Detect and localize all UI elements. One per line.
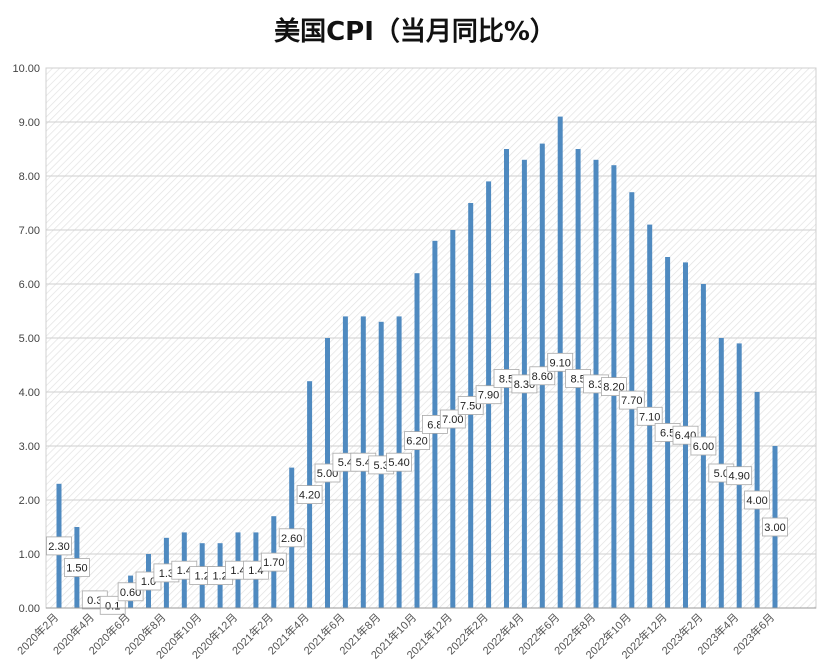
- data-label-text: 5.3: [374, 460, 389, 472]
- data-label: 6.20: [404, 431, 430, 451]
- data-label-box: [636, 406, 663, 426]
- y-tick-label: 6.00: [19, 279, 40, 291]
- data-label-text: 3.00: [764, 522, 785, 534]
- data-labels: 2.301.500.3 0.10.601.01.3 1.4 1.2 1.2 1.4 1.41…: [46, 352, 788, 615]
- y-tick-label: 3.00: [19, 441, 40, 453]
- data-label-text: 2.30: [48, 541, 69, 553]
- data-label: 7.10: [636, 406, 663, 426]
- data-label-text: 8.5: [570, 374, 585, 386]
- data-label-text: 8.5: [499, 374, 514, 386]
- data-label: 4.20: [296, 485, 323, 505]
- data-label: 4.00: [744, 490, 770, 510]
- data-label: 6.00: [690, 436, 717, 456]
- data-label-text: 5.0: [714, 468, 729, 480]
- y-tick-label: 9.00: [19, 117, 40, 129]
- y-tick-label: 10.00: [12, 63, 40, 75]
- data-label-text: 7.00: [442, 414, 463, 426]
- data-label: 1.50: [64, 558, 90, 577]
- x-axis: 2020年2月2020年4月2020年6月2020年8月2020年10月2020…: [14, 607, 816, 662]
- data-label-box: [386, 452, 413, 472]
- data-label-text: 0.1: [105, 600, 120, 612]
- data-label-text: 6.5: [660, 428, 675, 440]
- y-axis: 0.00 1.00 2.00 3.00 4.00 5.00 6.00 7.00 8.00 9.00…: [12, 63, 40, 615]
- data-label: 7.70: [618, 390, 645, 410]
- data-label-text: 1.70: [263, 557, 284, 569]
- data-label-box: [46, 536, 72, 556]
- data-label: 4.90: [726, 466, 753, 486]
- y-tick-label: 8.00: [19, 171, 40, 183]
- data-label-text: 8.60: [532, 371, 553, 383]
- data-label-text: 1.50: [66, 563, 87, 575]
- data-label-box: [744, 490, 770, 510]
- data-label-text: 5.4: [338, 457, 353, 469]
- y-tick-label: 0.00: [19, 603, 40, 615]
- data-label-text: 1.4: [230, 565, 245, 577]
- data-label-text: 5.40: [388, 457, 409, 469]
- data-label-text: 6.20: [406, 436, 427, 448]
- data-label-text: 7.10: [639, 411, 660, 423]
- chart-title: 美国CPI（当月同比%）: [274, 16, 556, 47]
- data-label-text: 6.00: [693, 441, 714, 453]
- data-label-box: [475, 385, 502, 405]
- data-label-text: 1.0: [141, 576, 156, 588]
- y-tick-label: 7.00: [19, 225, 40, 237]
- data-label: 3.00: [762, 517, 788, 537]
- data-label: 2.60: [278, 528, 305, 548]
- data-label-box: [296, 485, 323, 505]
- data-label-text: 4.00: [746, 495, 767, 507]
- data-label-text: 1.4: [177, 565, 192, 577]
- data-label: 2.30: [46, 536, 72, 556]
- y-tick-label: 5.00: [19, 333, 40, 345]
- data-label-text: 1.4: [248, 565, 263, 577]
- data-label-text: 2.60: [281, 533, 302, 545]
- data-label-text: 7.90: [478, 390, 499, 402]
- data-label-text: 6.8: [427, 419, 442, 431]
- data-label-text: 1.3: [159, 568, 174, 580]
- data-label-text: 8.3: [588, 379, 603, 391]
- data-label-text: 1.2: [195, 571, 210, 583]
- data-label: 1.70: [260, 552, 287, 572]
- data-label-box: [260, 552, 287, 572]
- data-label-box: [547, 352, 574, 372]
- data-label-text: 0.3: [87, 595, 102, 607]
- data-label-text: 4.90: [728, 471, 749, 483]
- data-label-text: 9.10: [549, 357, 570, 369]
- data-label-box: [690, 436, 717, 456]
- data-label-text: 8.20: [603, 382, 624, 394]
- data-label-text: 7.70: [621, 395, 642, 407]
- data-label-box: [726, 466, 753, 486]
- data-label: 9.10: [547, 352, 574, 372]
- data-label-box: [64, 558, 90, 577]
- y-tick-label: 2.00: [19, 495, 40, 507]
- y-tick-label: 1.00: [19, 549, 40, 561]
- data-label-box: [762, 517, 788, 537]
- data-label-box: [618, 390, 645, 410]
- y-tick-label: 4.00: [19, 387, 40, 399]
- data-label-text: 5.4: [356, 457, 371, 469]
- data-label-text: 4.20: [299, 490, 320, 502]
- data-label: 5.40: [386, 452, 413, 472]
- data-label-box: [404, 431, 430, 451]
- data-label-text: 1.2: [212, 571, 227, 583]
- data-label-box: [278, 528, 305, 548]
- data-label: 7.90: [475, 385, 502, 405]
